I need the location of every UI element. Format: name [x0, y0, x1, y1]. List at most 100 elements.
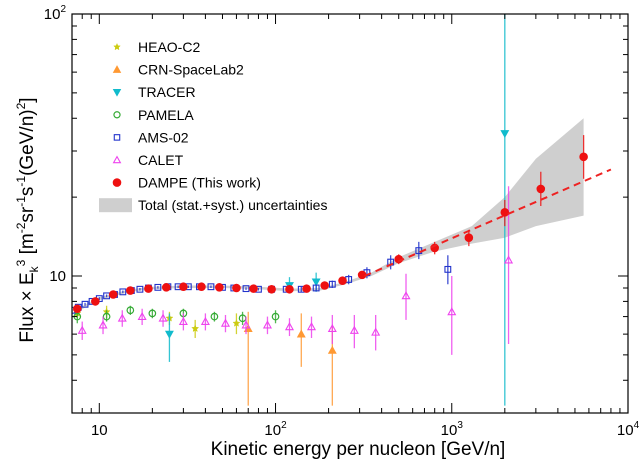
legend-label-heao-c2: HEAO-C2 [138, 39, 200, 55]
legend-label-uncertainty: Total (stat.+syst.) uncertainties [138, 197, 327, 213]
data-point-pamela [148, 309, 157, 318]
data-point-ams-02 [119, 288, 127, 296]
data-point-ams-02 [136, 285, 144, 293]
legend-label-tracer: TRACER [138, 84, 196, 100]
data-point-dampe-this-work [267, 284, 276, 294]
data-point-dampe-this-work [579, 152, 588, 162]
data-point-calet [77, 325, 87, 334]
legend-marker-pamela [113, 111, 121, 119]
data-point-calet [349, 325, 359, 334]
legend-marker-dampe-this-work [112, 178, 122, 187]
data-point-calet [262, 320, 273, 329]
data-point-dampe-this-work [536, 184, 546, 194]
data-point-calet [284, 322, 295, 331]
data-point-ams-02 [312, 284, 320, 292]
data-point-calet [178, 316, 188, 326]
legend-label-crn-spacelab2: CRN-SpaceLab2 [138, 62, 244, 78]
data-point-tracer [500, 130, 510, 139]
data-point-calet [447, 307, 457, 316]
x-tick-label: 10 [91, 422, 108, 439]
series-dampe-this-work [72, 135, 588, 314]
y-axis-title: Flux × Ek3 [m-2sr-1s-1(GeV/n)2] [14, 97, 41, 342]
data-point-calet [200, 316, 210, 326]
data-point-ams-02 [242, 285, 250, 293]
data-point-tracer [311, 278, 321, 287]
data-point-dampe-this-work [162, 283, 171, 292]
data-point-dampe-this-work [91, 297, 100, 306]
series-ams-02 [72, 241, 452, 314]
data-point-ams-02 [444, 265, 452, 273]
data-point-calet [504, 255, 514, 264]
y-tick-label: 102 [44, 4, 67, 23]
legend-item-ams-02: AMS-02 [113, 129, 189, 145]
data-point-heao-c2 [232, 319, 241, 327]
data-point-dampe-this-work [144, 284, 153, 293]
data-point-dampe-this-work [285, 284, 294, 294]
legend-item-dampe-this-work: DAMPE (This work) [112, 175, 261, 191]
data-point-calet [117, 313, 127, 322]
series-calet [77, 186, 514, 355]
data-point-ams-02 [328, 280, 336, 288]
data-point-ams-02 [81, 300, 89, 308]
fit-line-layer [364, 168, 612, 277]
legend-marker-crn-spacelab2 [112, 65, 122, 73]
data-point-ams-02 [154, 283, 162, 291]
data-point-dampe-this-work [197, 282, 206, 292]
data-point-pamela [126, 306, 135, 315]
legend-item-pamela: PAMELA [113, 107, 194, 123]
data-point-dampe-this-work [215, 283, 224, 292]
data-point-dampe-this-work [108, 290, 118, 299]
data-point-tracer [164, 330, 174, 339]
x-tick-label: 104 [617, 420, 640, 439]
data-point-crn-spacelab2 [327, 345, 337, 354]
data-point-calet [220, 318, 231, 327]
series-layer [72, 14, 588, 406]
series-crn-spacelab2 [243, 311, 337, 406]
legend-item-crn-spacelab2: CRN-SpaceLab2 [112, 62, 244, 78]
data-point-dampe-this-work [500, 208, 510, 217]
y-tick-label: 10 [49, 268, 66, 285]
data-point-calet [306, 322, 317, 331]
data-point-dampe-this-work [320, 281, 329, 290]
data-point-dampe-this-work [249, 284, 258, 293]
data-point-calet [401, 291, 411, 300]
legend-label-ams-02: AMS-02 [138, 129, 189, 145]
data-point-heao-c2 [191, 324, 200, 333]
data-point-calet [158, 313, 168, 322]
x-tick-label: 103 [441, 420, 464, 439]
legend-marker-heao-c2 [113, 42, 121, 51]
legend-item-uncertainty: Total (stat.+syst.) uncertainties [99, 197, 327, 213]
data-point-pamela [271, 312, 280, 321]
data-point-calet [327, 323, 337, 333]
data-point-calet [371, 327, 381, 336]
legend-label-pamela: PAMELA [138, 107, 194, 123]
data-point-crn-spacelab2 [296, 329, 306, 338]
series-heao-c2 [73, 305, 241, 338]
x-axis-title: Kinetic energy per nucleon [GeV/n] [211, 439, 506, 460]
legend-marker-calet [112, 155, 122, 164]
legend-item-tracer: TRACER [112, 84, 196, 100]
legend-marker-tracer [112, 88, 122, 97]
data-point-dampe-this-work [179, 282, 188, 292]
plot-frame [71, 13, 629, 414]
data-point-calet [241, 320, 251, 329]
legend-label-calet: CALET [138, 152, 184, 168]
data-point-dampe-this-work [302, 284, 311, 293]
legend: HEAO-C2 CRN-SpaceLab2 TRACER PAMELA AMS-02 CA… [99, 39, 327, 213]
data-point-dampe-this-work [126, 286, 135, 295]
data-point-dampe-this-work [232, 283, 241, 293]
legend-item-calet: CALET [112, 152, 184, 168]
data-point-ams-02 [207, 283, 215, 291]
data-point-calet [98, 320, 108, 329]
fit-line [364, 168, 612, 277]
data-point-dampe-this-work [464, 233, 474, 243]
x-tick-label: 102 [264, 420, 287, 439]
legend-item-heao-c2: HEAO-C2 [113, 39, 200, 55]
axes-frame [71, 13, 629, 414]
data-point-dampe-this-work [338, 276, 347, 285]
data-point-dampe-this-work [72, 304, 82, 314]
legend-label-dampe-this-work: DAMPE (This work) [138, 175, 261, 191]
series-tracer [164, 14, 510, 406]
legend-marker-ams-02 [113, 134, 121, 141]
